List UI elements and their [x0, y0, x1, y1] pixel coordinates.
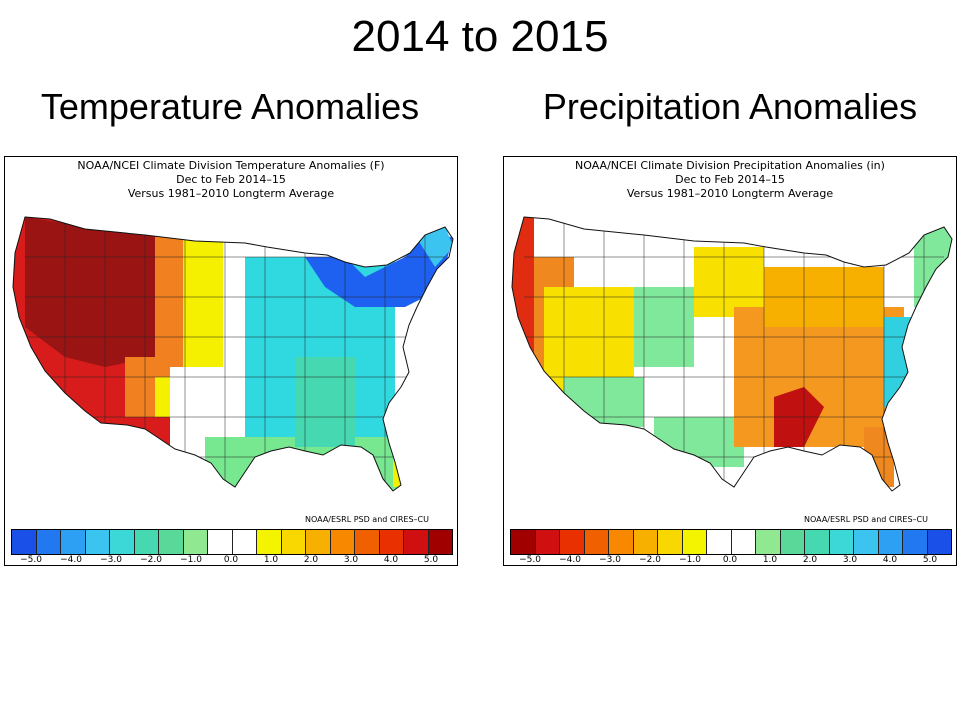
temperature-colorbar-tick-label: 4.0 [383, 555, 399, 565]
precipitation-colorbar-tick-label: 4.0 [882, 555, 898, 565]
precipitation-colorbar-tick-label: −1.0 [679, 555, 701, 565]
precipitation-colorbar-tick-label: −4.0 [559, 555, 581, 565]
precipitation-colorbar-tick-label: −3.0 [599, 555, 621, 565]
temperature-colorbar-swatch [134, 530, 159, 554]
precipitation-colorbar-tick-label: 0.0 [722, 555, 738, 565]
temperature-colorbar-tick-label: 0.0 [223, 555, 239, 565]
precipitation-colorbar-swatch [535, 530, 560, 554]
temperature-colorbar-swatch [110, 530, 135, 554]
temperature-colorbar-swatch [183, 530, 208, 554]
precipitation-colorbar-swatch [903, 530, 928, 554]
temperature-map-graphic [12, 216, 454, 492]
temperature-colorbar-tick-label: −1.0 [180, 555, 202, 565]
precipitation-colorbar-swatch [609, 530, 634, 554]
temperature-colorbar-swatch [208, 530, 233, 554]
precipitation-colorbar-swatch [584, 530, 609, 554]
temperature-anomaly-map: NOAA/NCEI Climate Division Temperature A… [4, 156, 458, 566]
temperature-colorbar-swatch [428, 530, 452, 554]
precipitation-colorbar-ticks: −5.0 −4.0 −3.0 −2.0 −1.0 0.0 1.0 2.0 3.0 4.0 5.0 [510, 555, 950, 565]
precipitation-colorbar-swatch [756, 530, 781, 554]
precipitation-colorbar-swatch [854, 530, 879, 554]
precipitation-map-credit: NOAA/ESRL PSD and CIRES–CU [804, 515, 928, 524]
temperature-colorbar-swatch [159, 530, 184, 554]
precipitation-anomaly-map: NOAA/NCEI Climate Division Precipitation… [503, 156, 957, 566]
temperature-colorbar-swatch [12, 530, 37, 554]
precipitation-colorbar [510, 529, 952, 555]
slide-title: 2014 to 2015 [351, 12, 609, 61]
precipitation-colorbar-swatch [927, 530, 951, 554]
precipitation-colorbar-tick-label: 2.0 [802, 555, 818, 565]
temperature-colorbar-tick-label: 1.0 [263, 555, 279, 565]
temperature-map-header-line-3: Versus 1981–2010 Longterm Average [127, 187, 335, 200]
precipitation-heading: Precipitation Anomalies [542, 86, 918, 127]
temperature-colorbar-swatch [61, 530, 86, 554]
temperature-map-header-line-2: Dec to Feb 2014–15 [176, 173, 286, 186]
temperature-colorbar-tick-label: 3.0 [343, 555, 359, 565]
precipitation-colorbar-swatch [682, 530, 707, 554]
precipitation-map-header-line-2: Dec to Feb 2014–15 [675, 173, 785, 186]
temperature-colorbar-swatch [281, 530, 306, 554]
temperature-colorbar-tick-label: −4.0 [60, 555, 82, 565]
precipitation-colorbar-swatch [658, 530, 683, 554]
temperature-colorbar-swatch [36, 530, 61, 554]
temperature-colorbar-swatch [379, 530, 404, 554]
temperature-colorbar-tick-label: −3.0 [100, 555, 122, 565]
precipitation-map-header-line-3: Versus 1981–2010 Longterm Average [626, 187, 834, 200]
temperature-colorbar-swatch [85, 530, 110, 554]
temperature-colorbar-swatch [306, 530, 331, 554]
precipitation-colorbar-tick-label: −5.0 [519, 555, 541, 565]
precipitation-colorbar-swatch [780, 530, 805, 554]
temperature-colorbar-tick-label: 5.0 [423, 555, 439, 565]
temperature-heading: Temperature Anomalies [40, 86, 420, 127]
temperature-colorbar-swatch [257, 530, 282, 554]
precipitation-map-header-line-1: NOAA/NCEI Climate Division Precipitation… [575, 159, 885, 172]
precipitation-colorbar-swatch [633, 530, 658, 554]
temperature-colorbar-swatch [330, 530, 355, 554]
temperature-colorbar-swatch [355, 530, 380, 554]
temperature-colorbar-swatch [232, 530, 257, 554]
temperature-colorbar-tick-label: 2.0 [303, 555, 319, 565]
temperature-colorbar-ticks: −5.0 −4.0 −3.0 −2.0 −1.0 0.0 1.0 2.0 3.0 4.0 5.0 [11, 555, 451, 565]
precipitation-colorbar-tick-label: 5.0 [922, 555, 938, 565]
temperature-colorbar-tick-label: −5.0 [20, 555, 42, 565]
precipitation-colorbar-swatch [805, 530, 830, 554]
precipitation-colorbar-swatch [560, 530, 585, 554]
precipitation-colorbar-swatch [829, 530, 854, 554]
precipitation-colorbar-swatch [731, 530, 756, 554]
temperature-map-header-line-1: NOAA/NCEI Climate Division Temperature A… [77, 159, 385, 172]
precipitation-colorbar-swatch [511, 530, 536, 554]
precipitation-colorbar-swatch [878, 530, 903, 554]
temperature-colorbar-tick-label: −2.0 [140, 555, 162, 565]
precipitation-colorbar-swatch [707, 530, 732, 554]
precipitation-colorbar-tick-label: 3.0 [842, 555, 858, 565]
temperature-colorbar-swatch [404, 530, 429, 554]
precipitation-map-graphic [511, 216, 953, 492]
precipitation-colorbar-tick-label: 1.0 [762, 555, 778, 565]
precipitation-colorbar-tick-label: −2.0 [639, 555, 661, 565]
temperature-colorbar [11, 529, 453, 555]
temperature-map-credit: NOAA/ESRL PSD and CIRES–CU [305, 515, 429, 524]
